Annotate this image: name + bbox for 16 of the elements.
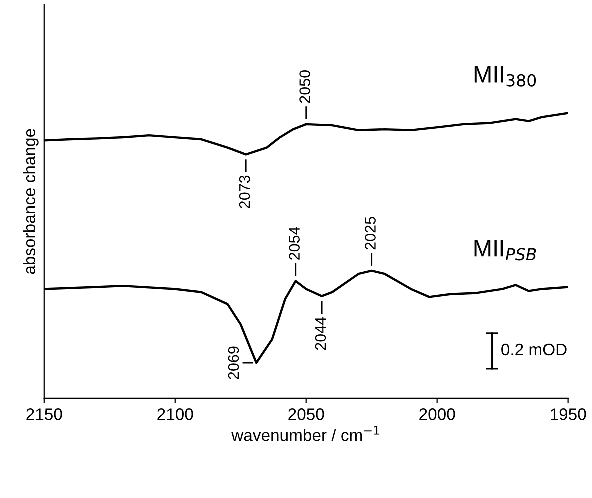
x-tick-label: 2000 bbox=[420, 408, 456, 420]
x-tick-label: 2050 bbox=[288, 408, 324, 420]
series-label: MII$_{PSB}$ bbox=[474, 240, 536, 261]
annotation: 0.2 mOD bbox=[502, 344, 567, 356]
y-axis-title: absorbance change bbox=[23, 129, 39, 274]
x-tick-label: 1950 bbox=[551, 408, 586, 420]
annotation: 2044 bbox=[315, 317, 326, 350]
x-tick-label: 2150 bbox=[26, 408, 62, 420]
annotation: 2073 bbox=[239, 176, 250, 208]
annotation: 2025 bbox=[365, 217, 376, 250]
annotation: 2069 bbox=[228, 346, 240, 380]
annotation: 2050 bbox=[300, 70, 310, 104]
x-axis-title: wavenumber / cm$^{−1}$ bbox=[232, 426, 380, 442]
annotation: 2054 bbox=[289, 227, 300, 260]
series-label: MII$_{380}$ bbox=[474, 66, 536, 87]
x-tick-label: 2100 bbox=[158, 408, 194, 420]
